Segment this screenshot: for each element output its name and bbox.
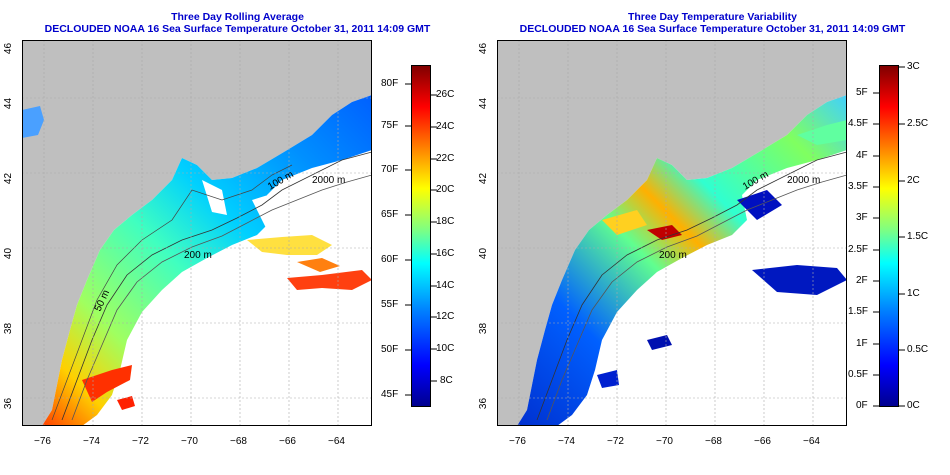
y-tick-label: 42: [478, 172, 490, 185]
x-tick-label: −70: [181, 436, 198, 447]
x-tick-label: −74: [83, 436, 100, 447]
contour-label-200m: 200 m: [184, 250, 212, 261]
y-tick-label: 44: [478, 97, 490, 110]
colorbar-f-label: 70F: [381, 164, 399, 175]
x-tick-label: −64: [328, 436, 345, 447]
colorbar-c-label: 1.5C: [907, 231, 929, 242]
x-tick-label: −76: [509, 436, 526, 447]
x-tick-label: −72: [607, 436, 624, 447]
colorbar-c-label: 3C: [907, 61, 920, 72]
panel-subtitle: DECLOUDED NOAA 16 Sea Surface Temperatur…: [519, 23, 906, 35]
panel-subtitle: DECLOUDED NOAA 16 Sea Surface Temperatur…: [44, 23, 431, 35]
temperature-colorbar: [411, 65, 431, 407]
x-tick-label: −68: [230, 436, 247, 447]
y-tick-label: 42: [3, 172, 15, 185]
colorbar-f-label: 60F: [381, 254, 399, 265]
y-tick-label: 46: [3, 42, 15, 55]
colorbar-f-label: 4.5F: [848, 118, 869, 129]
contour-label-2000m: 2000 m: [787, 175, 820, 186]
colorbar-c-label: 10C: [436, 343, 455, 354]
colorbar-c-label: 26C: [436, 89, 455, 100]
variability-colorbar: [879, 65, 899, 407]
colorbar-f-label: 45F: [381, 389, 399, 400]
colorbar-f-label: 0.5F: [848, 369, 869, 380]
sst-variability-panel: Three Day Temperature Variability DECLOU…: [475, 0, 950, 475]
sst-average-map: 2000 m 100 m 200 m 50 m: [22, 40, 372, 426]
colorbar-c-label: 12C: [436, 311, 455, 322]
colorbar-f-label: 5F: [856, 87, 868, 98]
contour-label-2000m: 2000 m: [312, 175, 345, 186]
y-tick-label: 40: [478, 247, 490, 260]
contour-label-200m: 200 m: [659, 250, 687, 261]
colorbar-c-label: 0.5C: [907, 344, 929, 355]
colorbar-c-label: 14C: [436, 280, 455, 291]
panel-title: Three Day Rolling Average: [171, 11, 304, 23]
colorbar-c-label: 24C: [436, 121, 455, 132]
colorbar-c-label: 1C: [907, 288, 920, 299]
colorbar-f-label: 75F: [381, 120, 399, 131]
y-tick-label: 38: [3, 322, 15, 335]
colorbar-f-label: 50F: [381, 344, 399, 355]
y-tick-label: 36: [3, 397, 15, 410]
colorbar-f-label: 0F: [856, 400, 868, 411]
colorbar-c-label: 16C: [436, 248, 455, 259]
panel-title: Three Day Temperature Variability: [627, 11, 798, 23]
colorbar-c-label: 8C: [440, 375, 453, 386]
colorbar-f-label: 4F: [856, 150, 868, 161]
colorbar-f-label: 3F: [856, 212, 868, 223]
colorbar-c-label: 20C: [436, 184, 455, 195]
colorbar-f-label: 3.5F: [848, 181, 869, 192]
x-tick-label: −76: [34, 436, 51, 447]
y-tick-label: 38: [478, 322, 490, 335]
colorbar-c-label: 0C: [907, 400, 920, 411]
x-tick-label: −68: [705, 436, 722, 447]
colorbar-f-label: 2F: [856, 275, 868, 286]
colorbar-c-label: 2.5C: [907, 118, 929, 129]
y-tick-label: 40: [3, 247, 15, 260]
x-tick-label: −66: [754, 436, 771, 447]
x-tick-label: −64: [803, 436, 820, 447]
colorbar-f-label: 2.5F: [848, 244, 869, 255]
colorbar-c-label: 18C: [436, 216, 455, 227]
y-tick-label: 46: [478, 42, 490, 55]
sst-average-panel: Three Day Rolling Average DECLOUDED NOAA…: [3, 11, 455, 447]
colorbar-c-label: 22C: [436, 153, 455, 164]
x-tick-label: −66: [279, 436, 296, 447]
colorbar-f-label: 65F: [381, 209, 399, 220]
x-tick-label: −70: [656, 436, 673, 447]
colorbar-f-label: 55F: [381, 299, 399, 310]
colorbar-f-label: 1.5F: [848, 306, 869, 317]
x-tick-label: −72: [132, 436, 149, 447]
colorbar-f-label: 1F: [856, 338, 868, 349]
y-tick-label: 36: [478, 397, 490, 410]
colorbar-c-label: 2C: [907, 175, 920, 186]
x-tick-label: −74: [558, 436, 575, 447]
y-tick-label: 44: [3, 97, 15, 110]
colorbar-f-label: 80F: [381, 78, 399, 89]
sst-variability-map: 2000 m 100 m 200 m: [497, 40, 847, 426]
